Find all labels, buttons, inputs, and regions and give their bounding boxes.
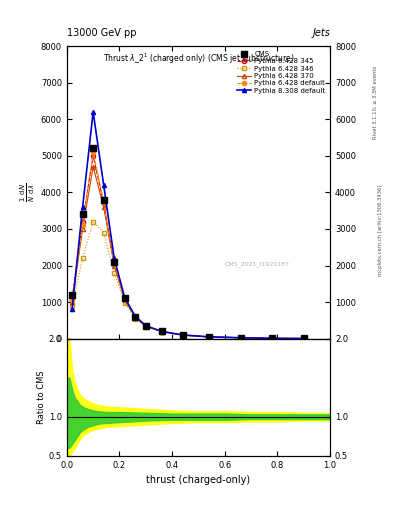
Text: Thrust $\lambda\_2^1$ (charged only) (CMS jet substructure): Thrust $\lambda\_2^1$ (charged only) (CM… [103, 52, 294, 67]
Y-axis label: $\frac{1}{\mathit{N}}\,\frac{\mathrm{d}N}{\mathrm{d}\lambda}$: $\frac{1}{\mathit{N}}\,\frac{\mathrm{d}N… [18, 183, 37, 202]
Text: Jets: Jets [312, 28, 330, 38]
X-axis label: thrust (charged-only): thrust (charged-only) [147, 475, 250, 485]
Legend: CMS, Pythia 6.428 345, Pythia 6.428 346, Pythia 6.428 370, Pythia 6.428 default,: CMS, Pythia 6.428 345, Pythia 6.428 346,… [236, 50, 327, 95]
Y-axis label: Ratio to CMS: Ratio to CMS [37, 370, 46, 424]
Text: 13000 GeV pp: 13000 GeV pp [67, 28, 136, 38]
Text: mcplots.cern.ch [arXiv:1306.3436]: mcplots.cern.ch [arXiv:1306.3436] [378, 185, 383, 276]
Text: CMS_2021_I1920187: CMS_2021_I1920187 [225, 262, 290, 267]
Text: Rivet 3.1.10, ≥ 3.3M events: Rivet 3.1.10, ≥ 3.3M events [373, 66, 378, 139]
